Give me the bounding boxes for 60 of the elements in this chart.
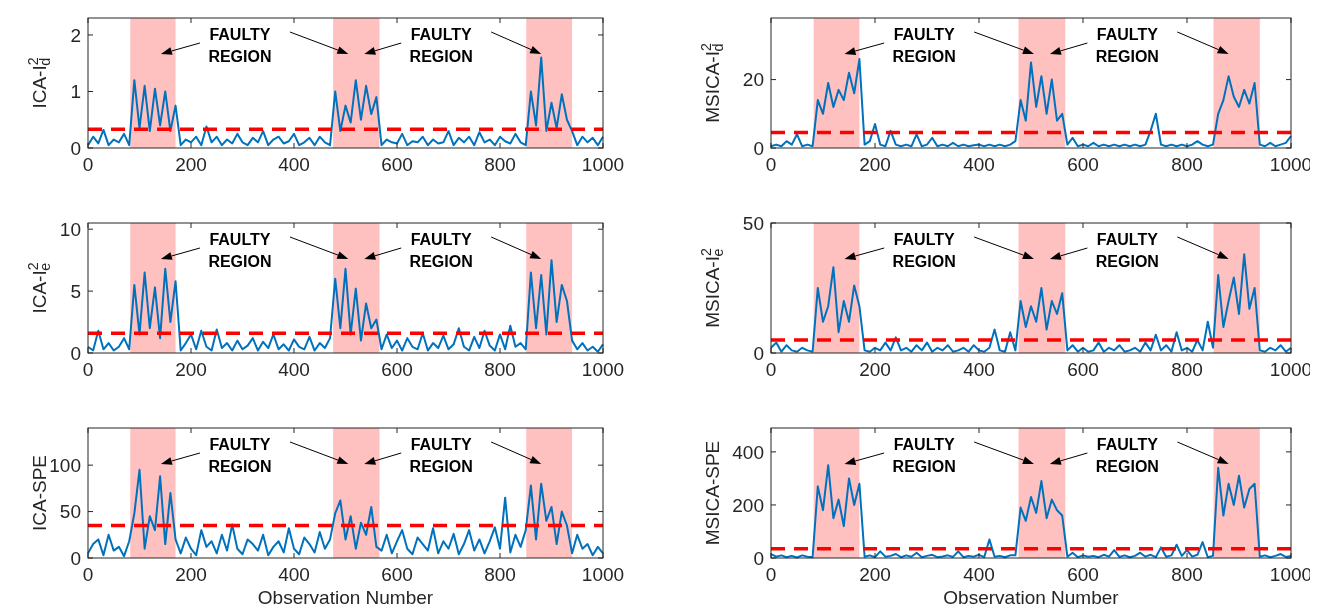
x-tick-label: 600 <box>381 154 413 175</box>
x-tick-label: 1000 <box>581 154 625 175</box>
annotation: FAULTY REGION <box>1095 436 1159 475</box>
y-axis-title: MSICA-SPE <box>702 440 723 546</box>
y-tick-label: 200 <box>732 494 764 516</box>
x-tick-label: 600 <box>1067 564 1099 585</box>
y-axis-title: ICA-SPE <box>29 454 50 532</box>
x-tick-label: 800 <box>484 359 516 380</box>
y-tick-label: 50 <box>59 501 81 523</box>
y-tick-label: 1 <box>70 81 81 103</box>
annotation: FAULTY REGION <box>208 231 272 270</box>
annotation: FAULTY REGION <box>892 231 956 270</box>
x-tick-label: 400 <box>963 564 995 585</box>
x-tick-label: 600 <box>381 564 413 585</box>
annotation: FAULTY REGION <box>409 26 473 65</box>
annotation: FAULTY REGION <box>892 436 956 475</box>
y-tick-label: 20 <box>742 69 764 91</box>
line-series <box>770 253 1292 353</box>
x-tick-label: 400 <box>278 154 310 175</box>
y-tick-label: 10 <box>59 218 81 240</box>
x-tick-label: 200 <box>175 359 207 380</box>
annotation: FAULTY REGION <box>1095 26 1159 65</box>
x-tick-label: 600 <box>1067 154 1099 175</box>
y-tick-label: 2 <box>70 24 81 46</box>
y-tick-label: 5 <box>70 280 81 302</box>
y-tick-label: 0 <box>753 137 764 159</box>
y-tick-label: 0 <box>753 342 764 364</box>
y-tick-label: 400 <box>732 441 764 463</box>
x-tick-label: 200 <box>859 564 891 585</box>
y-tick-label: 50 <box>742 212 764 234</box>
x-axis-title: Observation Number <box>943 587 1120 608</box>
x-tick-label: 800 <box>484 154 516 175</box>
x-tick-label: 800 <box>1171 564 1203 585</box>
x-tick-label: 200 <box>175 564 207 585</box>
x-tick-label: 400 <box>278 359 310 380</box>
annotation: FAULTY REGION <box>208 436 272 475</box>
x-tick-label: 200 <box>175 154 207 175</box>
annotation: FAULTY REGION <box>409 436 473 475</box>
y-tick-label: 0 <box>70 547 81 569</box>
y-tick-label: 0 <box>70 342 81 364</box>
annotation: FAULTY REGION <box>208 26 272 65</box>
x-tick-label: 400 <box>963 359 995 380</box>
x-tick-label: 1000 <box>581 359 625 380</box>
x-axis-title: Observation Number <box>257 587 434 608</box>
annotation: FAULTY REGION <box>892 26 956 65</box>
x-tick-label: 400 <box>963 154 995 175</box>
x-tick-label: 400 <box>278 564 310 585</box>
annotation: FAULTY REGION <box>1095 231 1159 270</box>
y-tick-label: 100 <box>49 454 81 476</box>
annotation: FAULTY REGION <box>409 231 473 270</box>
y-tick-label: 0 <box>70 137 81 159</box>
x-tick-label: 600 <box>1067 359 1099 380</box>
x-tick-label: 600 <box>381 359 413 380</box>
x-tick-label: 200 <box>859 359 891 380</box>
x-tick-label: 800 <box>1171 359 1203 380</box>
y-tick-label: 0 <box>753 547 764 569</box>
x-tick-label: 1000 <box>581 564 625 585</box>
x-tick-label: 200 <box>859 154 891 175</box>
x-tick-label: 800 <box>1171 154 1203 175</box>
x-tick-label: 800 <box>484 564 516 585</box>
